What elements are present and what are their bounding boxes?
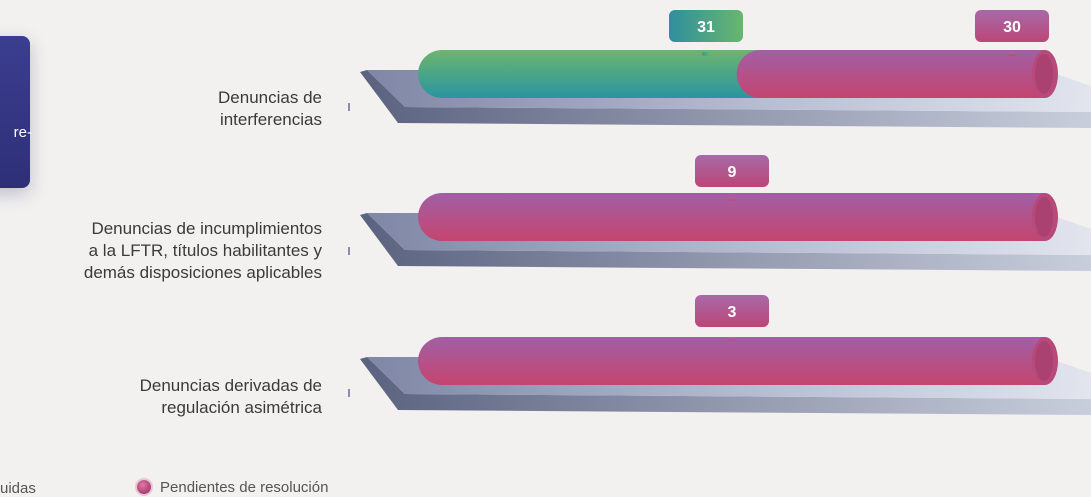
data-label-completed-1-bg [669, 10, 743, 42]
data-label-pending-3: 3 [728, 304, 737, 321]
data-label-completed-1-stem [702, 52, 710, 56]
bar-cap-inner-2 [1035, 197, 1053, 237]
data-label-pending-2-stem [728, 197, 736, 201]
data-label-pending-1-bg [975, 10, 1049, 42]
bar-pending-1 [736, 50, 1045, 98]
category-label-1-line-2: interferencias [219, 110, 322, 129]
category-label-3-line-2: regulación asimétrica [161, 398, 322, 417]
legend-swatch-pending [137, 480, 151, 494]
side-card-text: re- [13, 124, 32, 141]
category-label-3-line-1: Denuncias derivadas de [139, 376, 322, 395]
axis-tick-2 [348, 247, 350, 255]
category-label-2-line-3: demás disposiciones aplicables [83, 263, 322, 282]
legend-text-completed: uidas [0, 480, 36, 497]
platform-edge-3 [360, 357, 1091, 415]
side-card: re- [0, 36, 32, 188]
data-label-pending-2: 9 [728, 164, 737, 181]
platform-edge-2 [360, 213, 1091, 271]
bar-completed-1 [418, 50, 761, 98]
data-label-completed-1: 31 [697, 19, 715, 36]
axis-tick-1 [348, 103, 350, 111]
bar-cap-inner-3 [1035, 341, 1053, 381]
bar-pending-3 [418, 337, 1045, 385]
category-label-2-line-2: a la LFTR, títulos habilitantes y [88, 241, 322, 260]
category-label-3: Denuncias derivadas de regulación asimét… [140, 375, 322, 419]
data-label-pending-1: 30 [1003, 19, 1021, 36]
legend-text-pending: Pendientes de resolución [160, 479, 329, 496]
bar-cap-inner-1 [1035, 54, 1053, 94]
data-label-pending-3-bg [695, 295, 769, 327]
category-label-1-line-1: Denuncias de [218, 88, 322, 107]
data-label-pending-3-stem [728, 337, 736, 341]
bar-pending-2 [418, 193, 1045, 241]
axis-tick-3 [348, 389, 350, 397]
category-label-2: Denuncias de incumplimientos a la LFTR, … [84, 218, 322, 284]
platform-edge-1 [360, 70, 1091, 128]
data-label-pending-1-stem [1008, 52, 1016, 56]
data-label-pending-2-bg [695, 155, 769, 187]
category-label-2-line-1: Denuncias de incumplimientos [91, 219, 322, 238]
category-label-1: Denuncias de interferencias [218, 87, 322, 131]
